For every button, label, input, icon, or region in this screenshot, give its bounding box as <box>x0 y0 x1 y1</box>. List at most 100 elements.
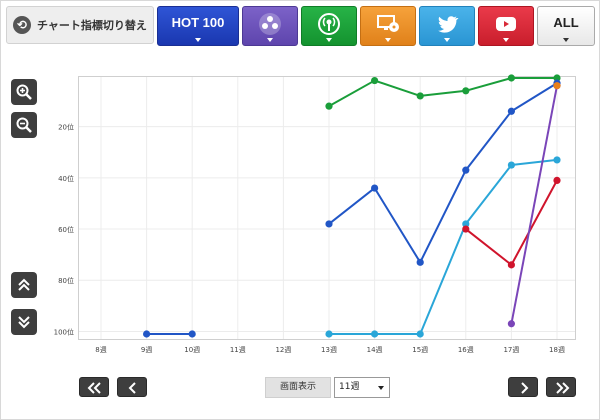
x-tick-label: 9週 <box>141 345 152 354</box>
data-point[interactable] <box>507 320 515 328</box>
data-point[interactable] <box>553 74 561 82</box>
zoom-in-button[interactable] <box>11 79 37 105</box>
data-point[interactable] <box>462 225 470 233</box>
tab-twitter[interactable] <box>419 6 475 46</box>
double-chevron-up-icon <box>18 278 30 291</box>
tab-all-label: ALL <box>553 15 579 30</box>
series-line <box>328 82 558 264</box>
tab-all[interactable]: ALL <box>537 6 595 46</box>
zoom-out-icon <box>16 117 32 133</box>
y-tick-label: 40位 <box>58 174 74 183</box>
x-tick-label: 14週 <box>367 345 383 354</box>
x-tick-label: 16週 <box>458 345 474 354</box>
tab-hot100-label: HOT 100 <box>171 15 225 30</box>
data-point[interactable] <box>371 330 379 338</box>
series-3 <box>325 156 561 338</box>
next-page-button[interactable] <box>508 377 538 397</box>
caret-down-icon <box>444 38 450 42</box>
radio-broadcast-icon <box>318 13 340 35</box>
data-point[interactable] <box>325 220 333 228</box>
tab-pc[interactable] <box>360 6 416 46</box>
chart-gridlines <box>79 77 575 339</box>
zoom-in-icon <box>16 84 32 100</box>
indicator-switch-button[interactable]: ⟲ チャート指標切り替え <box>6 6 154 44</box>
data-point[interactable] <box>553 82 561 90</box>
youtube-play-icon <box>496 17 516 31</box>
zoom-out-button[interactable] <box>11 112 37 138</box>
data-point[interactable] <box>553 156 561 164</box>
display-range-value: 11週 <box>339 382 360 392</box>
data-point[interactable] <box>416 258 424 266</box>
data-point[interactable] <box>462 87 470 95</box>
scroll-down-button[interactable] <box>11 309 37 335</box>
caret-down-icon <box>503 38 509 42</box>
last-page-button[interactable] <box>546 377 576 397</box>
x-tick-label: 12週 <box>275 345 291 354</box>
display-range-label: 画面表示 <box>265 377 331 398</box>
tab-youtube[interactable] <box>478 6 534 46</box>
x-tick-label: 11週 <box>230 345 246 354</box>
data-point[interactable] <box>507 161 515 169</box>
data-point[interactable] <box>416 92 424 100</box>
x-tick-label: 13週 <box>321 345 337 354</box>
chevron-right-icon <box>521 382 529 394</box>
chevron-down-icon <box>378 386 384 390</box>
scroll-up-button[interactable] <box>11 272 37 298</box>
indicator-switch-label: チャート指標切り替え <box>37 19 147 32</box>
data-point[interactable] <box>416 330 424 338</box>
x-tick-label: 8週 <box>95 345 106 354</box>
x-tick-label: 10週 <box>184 345 200 354</box>
data-point[interactable] <box>507 107 515 115</box>
twitter-bird-icon <box>438 16 459 33</box>
data-point[interactable] <box>462 166 470 174</box>
tab-social[interactable] <box>242 6 298 46</box>
data-point[interactable] <box>325 102 333 110</box>
caret-down-icon <box>195 38 201 42</box>
double-chevron-down-icon <box>18 316 30 329</box>
series-line <box>329 158 558 335</box>
data-point[interactable] <box>371 184 379 192</box>
y-tick-label: 100位 <box>54 327 74 336</box>
people-icon <box>259 13 281 35</box>
chevron-left-icon <box>128 382 136 394</box>
data-point[interactable] <box>143 330 151 338</box>
caret-down-icon <box>563 38 569 42</box>
caret-down-icon <box>326 38 332 42</box>
data-point[interactable] <box>462 220 470 228</box>
chart-series <box>143 74 561 338</box>
first-page-button[interactable] <box>79 377 109 397</box>
chart-axis-labels: 8週 9週 10週 11週 12週 13週 14週 15週 16週 17週 18週 20位 40位 60位… <box>54 123 565 354</box>
series-1 <box>325 74 561 110</box>
x-tick-label: 17週 <box>503 345 519 354</box>
series-2 <box>143 79 561 338</box>
double-chevron-left-icon <box>87 382 101 394</box>
prev-page-button[interactable] <box>117 377 147 397</box>
data-point[interactable] <box>507 261 515 269</box>
series-line <box>328 77 557 108</box>
data-point[interactable] <box>507 74 515 82</box>
display-range-select[interactable]: 11週 <box>334 377 390 398</box>
caret-down-icon <box>267 38 273 42</box>
y-tick-label: 80位 <box>58 276 74 285</box>
double-chevron-right-icon <box>556 382 570 394</box>
pc-cd-icon <box>377 15 399 32</box>
data-point[interactable] <box>188 330 196 338</box>
data-point[interactable] <box>325 330 333 338</box>
series-4 <box>462 176 561 269</box>
caret-down-icon <box>385 38 391 42</box>
y-tick-label: 20位 <box>58 123 74 132</box>
series-6 <box>553 82 561 90</box>
series-5 <box>507 82 561 328</box>
chart-toolbar: ⟲ チャート指標切り替え HOT 100 <box>2 4 596 46</box>
series-line <box>510 85 558 324</box>
x-tick-label: 15週 <box>412 345 428 354</box>
data-point[interactable] <box>553 176 561 184</box>
tab-radio[interactable] <box>301 6 357 46</box>
rank-chart-area <box>78 76 576 340</box>
tab-hot100[interactable]: HOT 100 <box>157 6 239 46</box>
refresh-icon: ⟲ <box>13 16 31 34</box>
y-tick-label: 60位 <box>58 225 74 234</box>
data-point[interactable] <box>371 76 379 85</box>
x-tick-label: 18週 <box>549 345 565 354</box>
